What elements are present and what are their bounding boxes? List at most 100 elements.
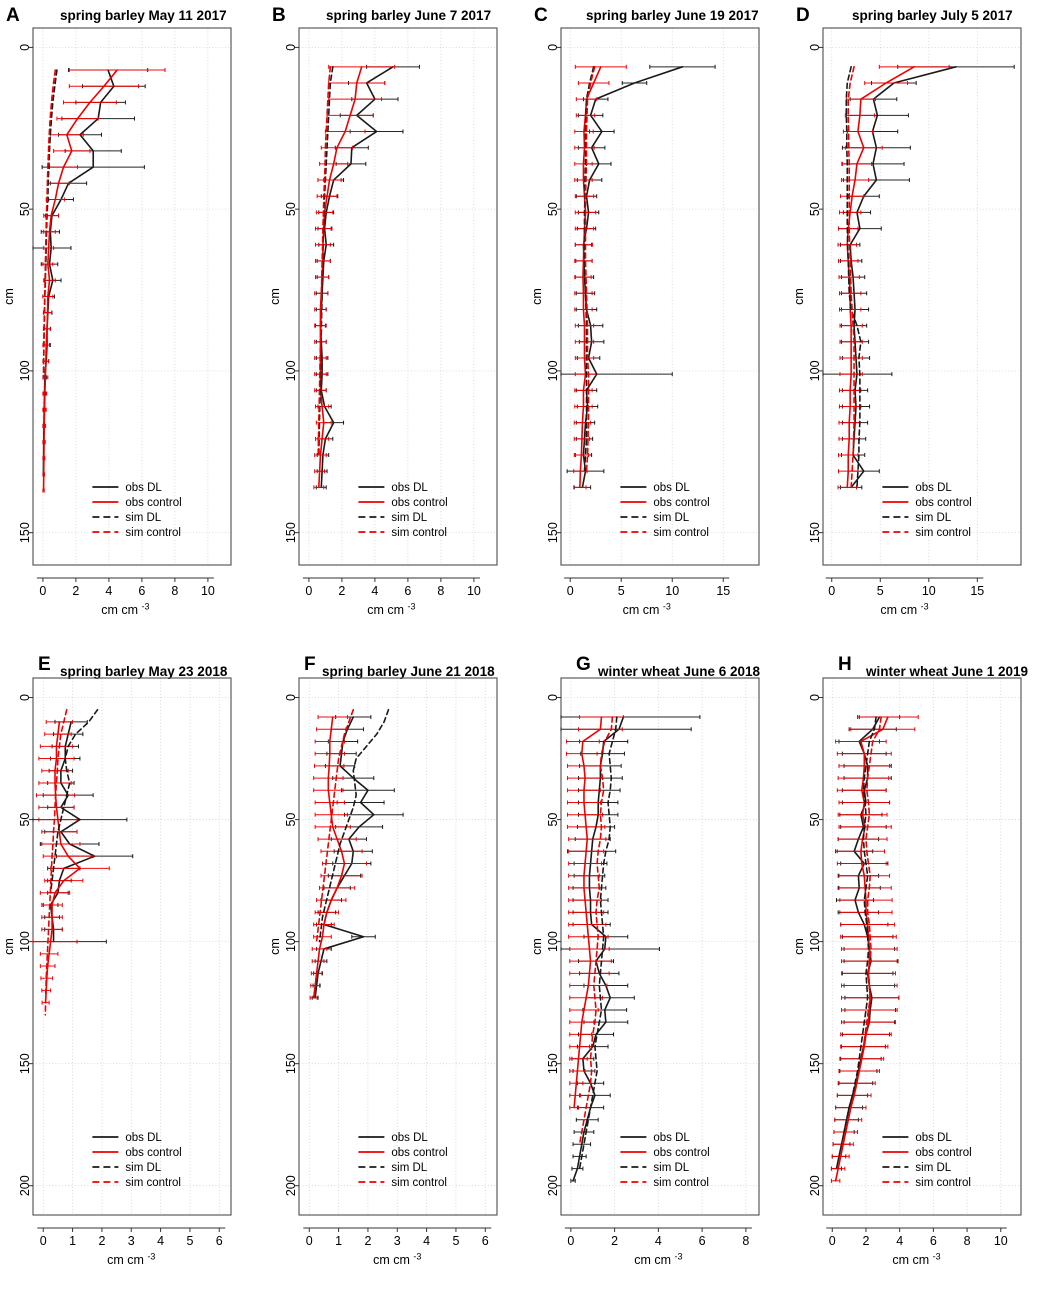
series-sim-dl (318, 708, 390, 943)
legend-label-obs-control: obs control (125, 497, 181, 509)
y-tick-label: 0 (808, 44, 822, 51)
y-tick-label: 150 (808, 1053, 822, 1074)
legend-label-sim-control: sim control (125, 1177, 181, 1189)
panel-letter-a: A (6, 5, 20, 26)
series-sim-control (847, 66, 855, 489)
x-tick-label: 4 (105, 584, 112, 598)
y-tick-label: 150 (808, 522, 822, 543)
x-tick-label: 2 (611, 1234, 618, 1248)
x-tick-label: 0 (829, 1234, 836, 1248)
x-axis-title: cm cm -3 (373, 1252, 421, 1268)
y-tick-label: 50 (284, 202, 298, 216)
legend-label-sim-dl: sim DL (653, 1162, 689, 1174)
x-tick-label: 0 (567, 584, 574, 598)
series-sim-control (841, 716, 882, 1146)
series-obs-control (313, 64, 396, 490)
panel-title-d: spring barley July 5 2017 (852, 8, 1013, 23)
series-obs-control (830, 715, 919, 1183)
series-sim-control (584, 66, 596, 472)
series-obs-control (32, 719, 110, 1005)
y-tick-label: 150 (18, 1053, 32, 1074)
x-axis-title: cm cm -3 (367, 602, 415, 618)
series-obs-dl (830, 715, 901, 1171)
y-tick-label: 50 (808, 202, 822, 216)
legend-label-sim-control: sim control (915, 1177, 971, 1189)
x-axis-title: cm cm -3 (880, 602, 928, 618)
panel-title-g: winter wheat June 6 2018 (598, 664, 761, 679)
y-axis-title: cm (792, 938, 806, 955)
x-tick-label: 8 (171, 584, 178, 598)
y-tick-label: 50 (284, 813, 298, 827)
legend-label-obs-dl: obs DL (653, 1132, 690, 1144)
x-tick-label: 5 (877, 584, 884, 598)
y-axis-title: cm (268, 938, 282, 955)
series-obs-dl (315, 64, 420, 490)
x-tick-label: 4 (423, 1234, 430, 1248)
y-tick-label: 100 (18, 931, 32, 952)
legend-label-sim-control: sim control (125, 527, 181, 539)
legend-label-sim-control: sim control (915, 527, 971, 539)
x-tick-label: 6 (404, 584, 411, 598)
panel-letter-g: G (576, 654, 591, 675)
x-axis-title: cm cm -3 (101, 602, 149, 618)
y-tick-label: 100 (808, 360, 822, 381)
series-sim-dl (845, 66, 862, 489)
legend-label-obs-dl: obs DL (915, 482, 952, 494)
panel-b: 0 50 100 150 cm 0 2 4 6 8 10 cm cm -3 obs DL obs cont… (266, 0, 524, 649)
x-tick-label: 10 (201, 584, 215, 598)
legend-label-obs-dl: obs DL (915, 1132, 952, 1144)
y-tick-label: 50 (808, 813, 822, 827)
y-tick-label: 50 (546, 202, 560, 216)
panel-a: 0 50 100 150 cm 0 2 4 6 8 10 cm cm -3 obs DL obs cont… (0, 0, 258, 649)
panel-h: 0 50 100 150 200 cm 0 2 4 6 8 10 cm cm -3 obs DL obs c… (790, 650, 1048, 1299)
x-tick-label: 10 (922, 584, 936, 598)
legend-label-obs-control: obs control (125, 1147, 181, 1159)
panel-title-f: spring barley June 21 2018 (322, 664, 495, 679)
panel-c: 0 50 100 150 cm 0 5 10 15 cm cm -3 obs DL obs contr… (528, 0, 786, 649)
y-tick-label: 200 (18, 1175, 32, 1196)
series-sim-control (44, 708, 68, 1016)
x-axis-title: cm cm -3 (892, 1252, 940, 1268)
legend-label-obs-control: obs control (653, 1147, 709, 1159)
series-obs-control (837, 64, 950, 490)
legend-label-sim-dl: sim DL (653, 512, 689, 524)
x-tick-label: 4 (157, 1234, 164, 1248)
y-tick-label: 0 (546, 694, 560, 701)
x-tick-label: 4 (896, 1234, 903, 1248)
series-sim-control (315, 708, 355, 943)
x-axis-title: cm cm -3 (107, 1252, 155, 1268)
y-tick-label: 0 (18, 44, 32, 51)
panel-letter-h: H (838, 654, 852, 675)
y-tick-label: 100 (546, 931, 560, 952)
y-tick-label: 50 (18, 813, 32, 827)
series-obs-control (573, 64, 627, 490)
y-tick-label: 100 (808, 931, 822, 952)
legend-label-obs-control: obs control (391, 1147, 447, 1159)
panel-g: 0 50 100 150 200 cm 0 2 4 6 8 cm cm -3 obs DL obs con… (528, 650, 786, 1299)
x-tick-label: 2 (98, 1234, 105, 1248)
y-axis-title: cm (530, 938, 544, 955)
y-tick-label: 200 (808, 1175, 822, 1196)
x-tick-label: 2 (338, 584, 345, 598)
x-axis-title: cm cm -3 (623, 602, 671, 618)
series-sim-control (578, 716, 614, 1146)
x-tick-label: 0 (828, 584, 835, 598)
legend-label-obs-control: obs control (915, 497, 971, 509)
panel-letter-d: D (796, 5, 810, 26)
x-tick-label: 5 (452, 1234, 459, 1248)
series-sim-dl (578, 716, 618, 1170)
y-axis-title: cm (2, 938, 16, 955)
x-tick-label: 15 (716, 584, 730, 598)
panel-d: 0 50 100 150 cm 0 5 10 15 cm cm -3 obs DL obs contr… (790, 0, 1048, 649)
x-tick-label: 6 (216, 1234, 223, 1248)
series-sim-control (317, 66, 332, 456)
x-tick-label: 4 (655, 1234, 662, 1248)
x-tick-label: 6 (138, 584, 145, 598)
legend-label-obs-control: obs control (653, 497, 709, 509)
series-obs-control (565, 715, 624, 1110)
panel-title-a: spring barley May 11 2017 (60, 8, 227, 23)
legend-label-obs-dl: obs DL (391, 1132, 428, 1144)
y-tick-label: 0 (284, 694, 298, 701)
y-tick-label: 150 (284, 1053, 298, 1074)
